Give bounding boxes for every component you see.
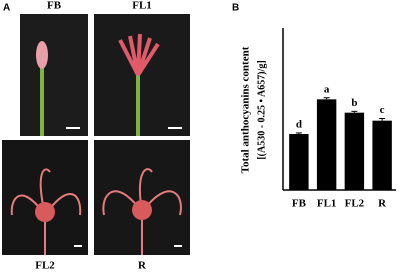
value-label: c xyxy=(380,104,385,116)
bar xyxy=(344,112,365,190)
panel-label: A xyxy=(3,3,10,14)
x-tick-label: FB xyxy=(292,198,307,210)
flower xyxy=(118,33,160,77)
photo xyxy=(94,14,190,136)
x-tick-label: FL1 xyxy=(317,198,337,210)
value-label: d xyxy=(296,118,302,130)
photos xyxy=(2,14,190,255)
bar xyxy=(372,120,392,190)
photo-label: FL2 xyxy=(35,260,55,272)
flower xyxy=(102,168,182,255)
value-label: b xyxy=(351,97,357,109)
photo xyxy=(20,14,88,136)
x-tick-label: FL2 xyxy=(345,198,365,210)
bar xyxy=(316,99,337,190)
flower xyxy=(132,200,152,220)
value-label: a xyxy=(324,83,330,95)
photo-label: R xyxy=(138,260,147,272)
y-axis-title: Total anthocyanins content xyxy=(240,46,252,173)
photo-label: FB xyxy=(47,0,62,12)
panel-label: B xyxy=(232,3,239,14)
x-tick-label: R xyxy=(378,198,387,210)
bar xyxy=(289,134,309,190)
y-axis-title: [(A530 - 0.25 • A657)/g] xyxy=(256,60,267,159)
photo-label: FL1 xyxy=(132,0,152,12)
flower xyxy=(10,168,82,255)
bud xyxy=(36,41,48,69)
flower xyxy=(35,202,55,222)
